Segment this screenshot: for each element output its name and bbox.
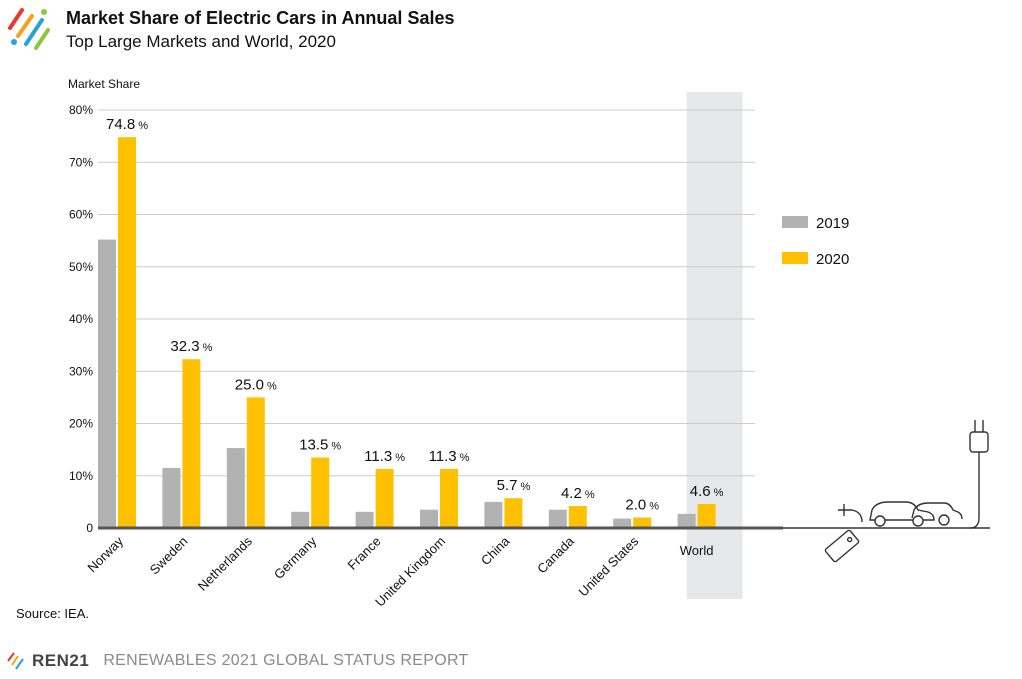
bar-2020: [504, 498, 523, 528]
bar-2020: [697, 503, 716, 528]
category-label: Norway: [84, 533, 126, 575]
bar-2019: [613, 518, 632, 528]
data-label: 5.7%: [497, 477, 531, 494]
car-icon: [869, 501, 935, 521]
legend-swatch: [782, 252, 808, 264]
data-label: 74.8%: [106, 116, 148, 133]
bar-2020: [182, 359, 201, 528]
price-tag-icon: [824, 529, 860, 563]
ren21-logo-icon: [8, 8, 50, 50]
footer: REN21 RENEWABLES 2021 GLOBAL STATUS REPO…: [6, 648, 469, 674]
data-label: 32.3%: [170, 338, 212, 355]
bar-2019: [162, 467, 181, 528]
bar-2020: [118, 137, 136, 529]
y-tick-label: 50%: [69, 260, 93, 274]
y-tick-label: 70%: [69, 155, 93, 169]
bar-2020: [311, 457, 330, 528]
category-label: Sweden: [147, 534, 191, 578]
category-label: United Kingdom: [372, 534, 448, 610]
bar-2020: [440, 468, 458, 528]
legend-swatch: [782, 216, 808, 228]
plug-icon: [969, 431, 989, 453]
bar-2019: [677, 513, 696, 528]
chart-title: Market Share of Electric Cars in Annual …: [66, 8, 455, 28]
chart-subtitle: Top Large Markets and World, 2020: [66, 32, 336, 51]
data-label: 11.3%: [429, 448, 470, 465]
bar-2019: [98, 239, 116, 528]
category-label: United States: [576, 533, 642, 599]
data-label: 25.0%: [235, 376, 277, 393]
ev-charging-illustration: [782, 420, 990, 563]
source-note: Source: IEA.: [16, 606, 89, 621]
car-icon-2: [911, 502, 963, 520]
legend-label: 2020: [816, 251, 849, 268]
bar-2019: [355, 511, 374, 528]
category-label: China: [478, 533, 513, 568]
bar-2020: [246, 397, 265, 528]
y-tick-label: 10%: [69, 469, 93, 483]
data-label: 11.3%: [364, 448, 405, 465]
category-label: France: [344, 534, 383, 573]
data-label: 2.0%: [625, 497, 659, 514]
bar-2019: [548, 509, 567, 528]
ren21-small-logo-icon: [7, 652, 24, 670]
category-label: Germany: [271, 533, 320, 582]
y-tick-label: 80%: [69, 103, 93, 117]
bar-2019: [291, 511, 310, 528]
y-tick-label: 30%: [69, 364, 93, 378]
category-label: World: [680, 543, 714, 558]
bar-2020: [375, 468, 394, 528]
footer-brand: REN21: [32, 651, 90, 670]
y-tick-label: 60%: [69, 208, 93, 222]
data-label: 4.6%: [690, 483, 724, 500]
bar-2020: [568, 506, 587, 528]
bar-2019: [420, 509, 438, 528]
bar-2020: [633, 517, 652, 528]
y-tick-label: 40%: [69, 312, 93, 326]
legend-label: 2019: [816, 215, 849, 232]
bar-2019: [226, 448, 245, 528]
y-tick-label: 20%: [69, 417, 93, 431]
data-label: 4.2%: [561, 485, 595, 502]
y-axis-label: Market Share: [68, 77, 140, 91]
data-label: 13.5%: [299, 436, 341, 453]
y-tick-label: 0: [86, 521, 93, 535]
bar-2019: [484, 501, 503, 528]
category-label: Canada: [534, 533, 577, 576]
footer-report-title: RENEWABLES 2021 GLOBAL STATUS REPORT: [103, 652, 469, 669]
category-label: Netherlands: [195, 533, 256, 594]
